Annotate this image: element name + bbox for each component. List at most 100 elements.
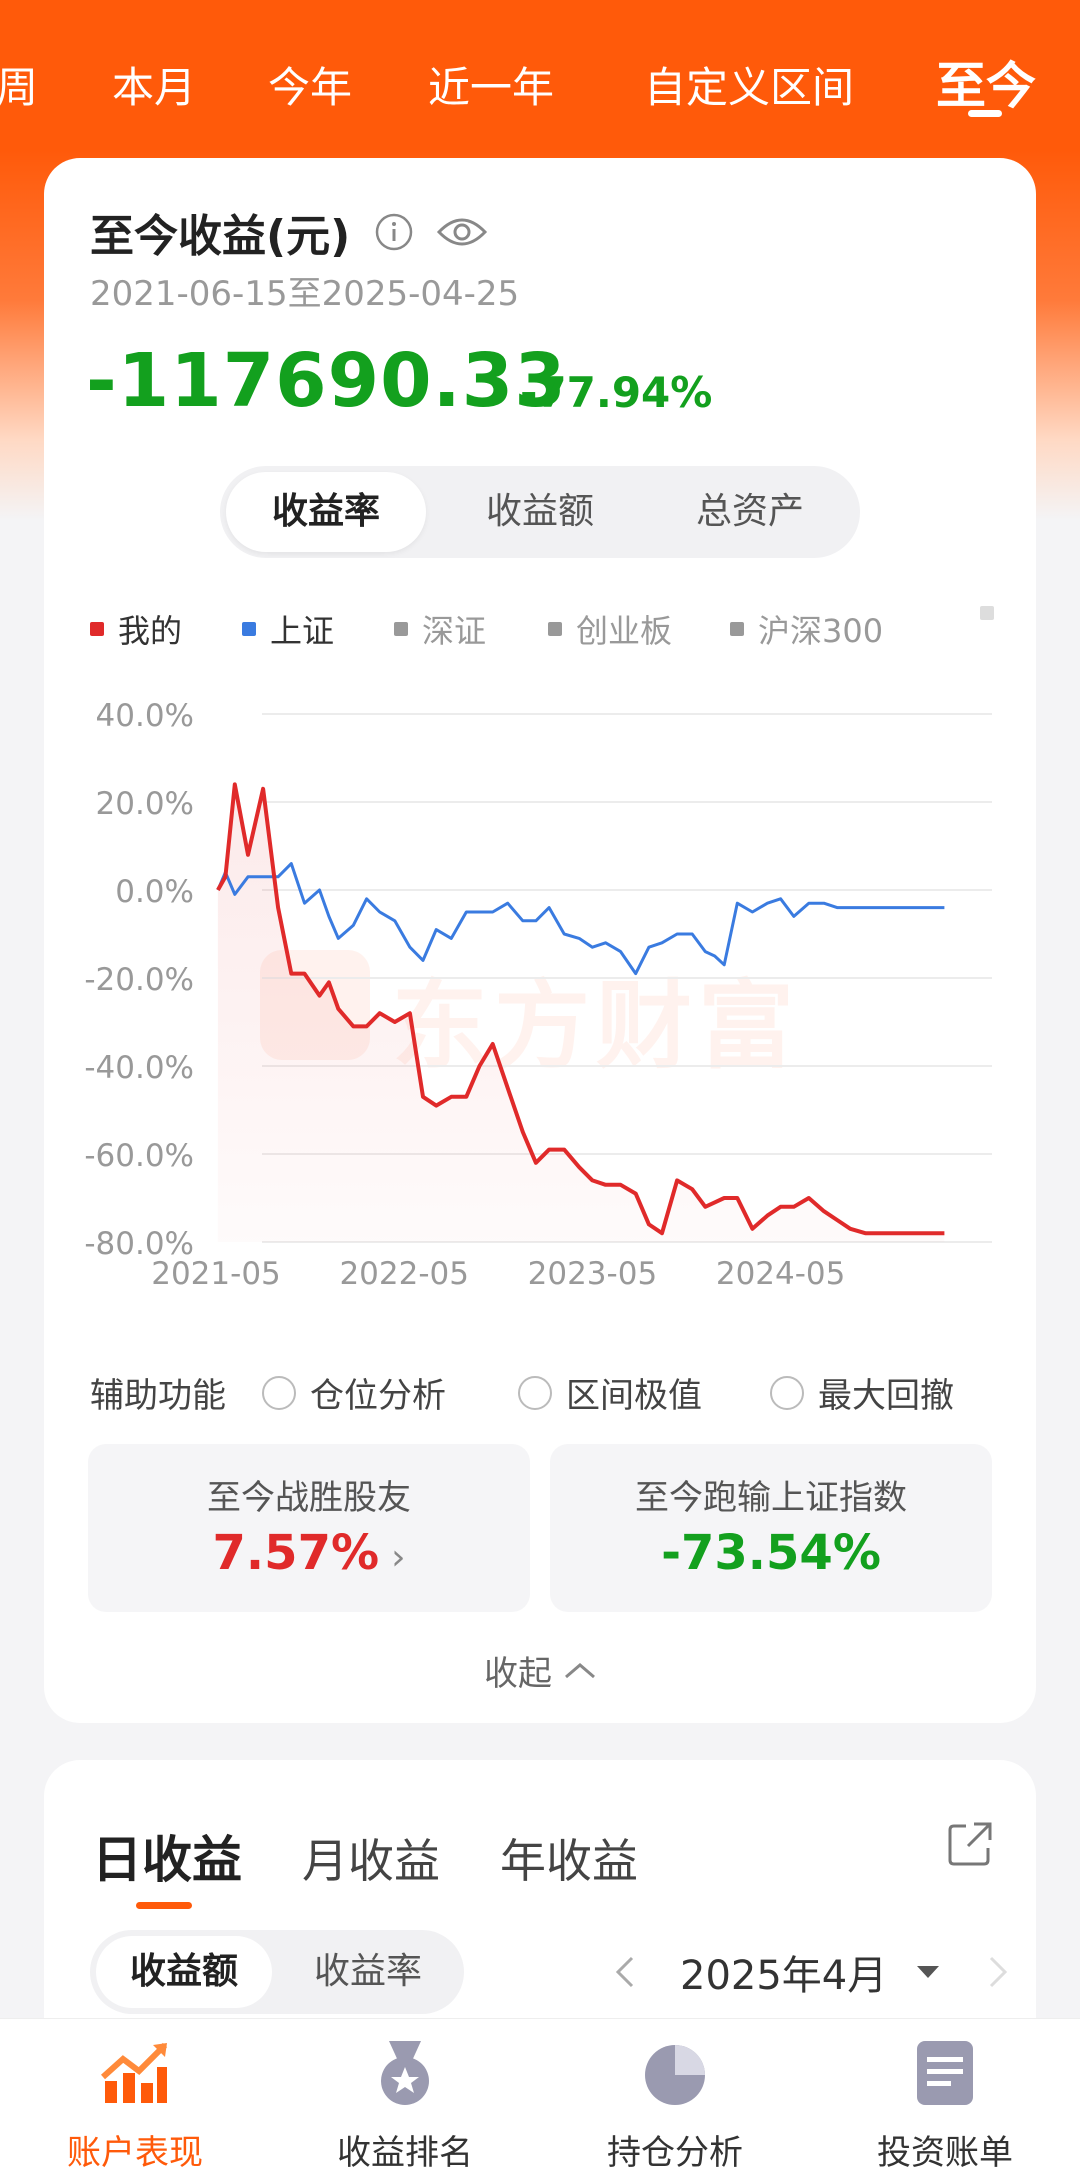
current-month[interactable]: 2025年4月: [680, 1953, 888, 1999]
nav-label: 投资账单: [877, 2133, 1013, 2173]
chart-legend: 我的 上证 深证 创业板 沪深300: [90, 606, 1030, 656]
bill-icon: [917, 2041, 973, 2105]
earnings-toggle: 收益额 收益率: [90, 1930, 464, 2014]
aux-functions: 辅助功能 仓位分析 区间极值 最大回撤: [90, 1362, 1030, 1422]
y-tick-label: -60.0%: [84, 1138, 194, 1174]
legend-csi300[interactable]: 沪深300: [730, 606, 883, 652]
tab-custom-range[interactable]: 自定义区间: [644, 63, 855, 112]
series-area-fill: [217, 784, 945, 1242]
collapse-button[interactable]: 收起: [484, 1646, 598, 1695]
beat-peers-box[interactable]: 至今战胜股友 7.57% ›: [88, 1444, 530, 1612]
vs-index-box: 至今跑输上证指数 -73.54%: [550, 1444, 992, 1612]
y-tick-label: 20.0%: [96, 786, 194, 822]
legend-label: 创业板: [576, 612, 673, 650]
tab-daily[interactable]: 日收益: [92, 1831, 242, 1889]
period-tabs: 周 本月 今年 近一年 自定义区间 至今: [0, 40, 1080, 130]
legend-swatch: [980, 606, 994, 620]
chevron-up-icon: [565, 1662, 595, 1678]
vs-index-value: -73.54%: [661, 1525, 881, 1581]
eye-icon[interactable]: [436, 212, 488, 252]
aux-option-label: 区间极值: [566, 1376, 702, 1416]
tab-past-year[interactable]: 近一年: [428, 63, 555, 112]
legend-swatch: [394, 622, 408, 636]
legend-label: 深证: [422, 612, 487, 650]
legend-shenzhen[interactable]: 深证: [394, 606, 486, 652]
y-tick-label: -20.0%: [84, 962, 194, 998]
nav-holdings-analysis[interactable]: 持仓分析: [540, 2037, 810, 2174]
tab-this-month[interactable]: 本月: [112, 63, 197, 112]
total-profit-percent: -77.94%: [520, 368, 713, 417]
series-line-mine: [216, 782, 945, 1236]
aux-range-extremes[interactable]: 区间极值: [518, 1368, 702, 1417]
caret-down-icon[interactable]: [913, 1962, 943, 1982]
tab-yearly[interactable]: 年收益: [500, 1834, 638, 1888]
legend-label: 上证: [270, 612, 335, 650]
y-tick-label: -40.0%: [84, 1050, 194, 1086]
aux-option-label: 最大回撤: [818, 1376, 954, 1416]
y-tick-label: -80.0%: [84, 1226, 194, 1262]
chevron-right-icon: ›: [391, 1537, 406, 1578]
legend-shanghai[interactable]: 上证: [242, 606, 334, 652]
nav-ranking[interactable]: 收益排名: [270, 2037, 540, 2174]
earnings-tabs: 日收益 月收益 年收益: [92, 1820, 698, 1892]
summary-title: 至今收益(元): [90, 211, 351, 262]
legend-swatch: [730, 622, 744, 636]
pie-chart-icon: [645, 2045, 705, 2105]
tab-monthly[interactable]: 月收益: [302, 1834, 440, 1888]
stat-value: 7.57% ›: [88, 1525, 530, 1581]
tab-week[interactable]: 周: [0, 63, 39, 112]
nav-label: 持仓分析: [607, 2133, 743, 2173]
toggle-amount[interactable]: 收益额: [96, 1936, 272, 2008]
radio-icon[interactable]: [518, 1375, 552, 1410]
beat-peers-value: 7.57%: [212, 1525, 380, 1581]
series-line-shanghai: [216, 862, 945, 976]
legend-swatch: [90, 622, 104, 636]
bottom-nav: 账户表现 收益排名 持仓分析 投资账单: [0, 2018, 1080, 2184]
month-picker: 2025年4月: [610, 1930, 1013, 2014]
toggle-total-assets[interactable]: 总资产: [695, 491, 804, 532]
nav-label: 收益排名: [337, 2133, 473, 2173]
toggle-rate[interactable]: 收益率: [313, 1951, 422, 1992]
total-profit-amount: -117690.33: [86, 338, 567, 424]
tab-to-date[interactable]: 至今: [936, 57, 1036, 115]
nav-label: 账户表现: [67, 2133, 203, 2173]
y-tick-label: 40.0%: [96, 698, 194, 734]
summary-card: 至今收益(元) 2021-06-15至2025-04-25 -117690.33…: [44, 158, 1036, 1723]
tab-this-year[interactable]: 今年: [268, 63, 353, 112]
y-tick-label: 0.0%: [115, 874, 194, 910]
chart-trend-icon: [100, 2042, 168, 2103]
aux-position-analysis[interactable]: 仓位分析: [262, 1368, 446, 1417]
legend-swatch: [242, 622, 256, 636]
chevron-right-icon[interactable]: [983, 1952, 1013, 1992]
radio-icon[interactable]: [770, 1375, 804, 1410]
legend-more[interactable]: [980, 606, 1008, 620]
stat-title: 至今跑输上证指数: [635, 1478, 907, 1518]
info-icon[interactable]: [374, 212, 414, 252]
x-tick-label: 2024-05: [716, 1256, 846, 1292]
legend-swatch: [548, 622, 562, 636]
toggle-return-amount[interactable]: 收益额: [485, 491, 594, 532]
share-icon[interactable]: [944, 1818, 996, 1870]
aux-max-drawdown[interactable]: 最大回撤: [770, 1368, 954, 1417]
x-tick-label: 2022-05: [339, 1256, 469, 1292]
return-chart[interactable]: 40.0%20.0%0.0%-20.0%-40.0%-60.0%-80.0%20…: [44, 678, 1036, 1308]
medal-icon: [381, 2041, 429, 2105]
legend-label: 沪深300: [758, 612, 884, 650]
nav-investment-bill[interactable]: 投资账单: [810, 2037, 1080, 2174]
legend-label: 我的: [118, 612, 183, 650]
collapse-label: 收起: [484, 1654, 552, 1694]
active-tab-indicator: [136, 1902, 192, 1909]
x-tick-label: 2023-05: [528, 1256, 658, 1292]
aux-label: 辅助功能: [90, 1376, 226, 1416]
radio-icon[interactable]: [262, 1375, 296, 1410]
x-tick-label: 2021-05: [151, 1256, 281, 1292]
legend-mine[interactable]: 我的: [90, 606, 182, 652]
nav-account-performance[interactable]: 账户表现: [0, 2037, 270, 2174]
chevron-left-icon[interactable]: [610, 1952, 640, 1992]
active-tab-indicator: [968, 110, 1002, 117]
toggle-return-rate[interactable]: 收益率: [226, 472, 426, 552]
watermark-text: 东方财富: [392, 970, 800, 1082]
aux-option-label: 仓位分析: [310, 1376, 446, 1416]
stat-title: 至今战胜股友: [207, 1478, 411, 1518]
legend-chinext[interactable]: 创业板: [548, 606, 672, 652]
